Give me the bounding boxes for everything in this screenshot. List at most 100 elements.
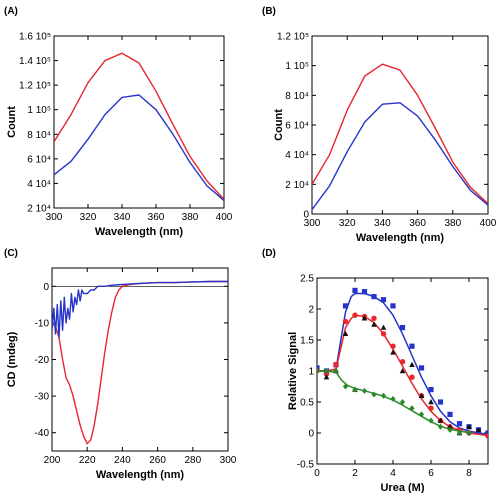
data-point-black (466, 423, 472, 429)
x-axis-title: Wavelength (nm) (95, 226, 184, 238)
plot-area (317, 287, 488, 439)
panel-label: (C) (4, 248, 18, 259)
data-point-blue (390, 303, 396, 309)
panel-a: (A) 300 320 340 360 380 400 2 10⁴ 4 10⁴ 6 10⁴ 8 10… (4, 6, 233, 238)
data-point-red (371, 315, 377, 321)
panel-label: (A) (4, 6, 18, 17)
x-tick-label: 8 (466, 468, 472, 479)
x-tick-label: 6 (428, 468, 434, 479)
data-point-green (456, 430, 463, 436)
data-point-green (371, 391, 377, 398)
y-tick-label: 0.5 (300, 398, 314, 409)
data-point-green (317, 368, 320, 374)
x-axis-title: Wavelength (nm) (96, 469, 185, 481)
data-point-green (418, 411, 425, 418)
x-tick-label: 340 (374, 218, 391, 229)
x-tick-label: 320 (80, 212, 97, 223)
x-tick-label: 400 (216, 212, 233, 223)
data-point-blue (399, 325, 406, 331)
data-point-black (475, 426, 482, 433)
data-point-blue (352, 287, 358, 293)
data-point-blue (317, 365, 320, 371)
data-point-red (380, 331, 387, 337)
x-tick-label: 220 (79, 455, 96, 466)
series-line-red (52, 280, 228, 445)
x-tick-label: 300 (46, 212, 63, 223)
data-point-red (390, 343, 396, 349)
data-point-blue (437, 399, 444, 405)
y-tick-label: 0 (43, 282, 49, 293)
data-point-red (428, 405, 434, 411)
y-tick-label: -30 (35, 392, 50, 403)
data-point-black (323, 374, 330, 380)
data-point-black (371, 321, 377, 327)
y-tick-label: 1.2 10⁵ (277, 32, 309, 43)
x-tick-label: 2 (352, 468, 358, 479)
data-point-green (361, 387, 368, 394)
y-tick-label: 0 (308, 429, 314, 440)
data-point-blue (371, 294, 377, 300)
plot-area (52, 280, 228, 445)
series-line-blue (312, 102, 488, 211)
data-point-black (399, 368, 406, 374)
plot-frame (53, 35, 225, 209)
y-tick-label: 4 10⁴ (285, 150, 309, 161)
series-line-red (54, 52, 224, 200)
data-point-black (409, 361, 415, 367)
data-point-black (437, 417, 444, 423)
panel-c: (C) 200 220 240 260 280 300 -40 -30 -20 -10 0 Wavele… (4, 248, 237, 481)
data-point-black (361, 315, 368, 321)
data-point-black (342, 330, 349, 336)
data-point-blue (342, 303, 349, 309)
y-tick-label: 1 10⁵ (27, 105, 51, 116)
data-point-black (380, 324, 387, 330)
x-tick-label: 400 (480, 218, 497, 229)
data-point-green (323, 368, 330, 374)
x-tick-label: 320 (339, 218, 356, 229)
x-tick-label: 200 (44, 455, 61, 466)
data-point-blue (380, 297, 387, 303)
x-tick-label: 300 (304, 218, 321, 229)
x-tick-label: 380 (444, 218, 461, 229)
y-tick-label: 6 10⁴ (285, 121, 309, 132)
y-tick-label: 1.4 10⁵ (19, 56, 51, 67)
y-tick-label: 1 (308, 367, 314, 378)
y-tick-label: -10 (35, 318, 50, 329)
x-tick-label: 380 (182, 212, 199, 223)
data-point-blue (485, 430, 488, 436)
data-point-green (342, 383, 349, 390)
x-tick-label: 360 (409, 218, 426, 229)
y-tick-label: 2 10⁴ (27, 204, 51, 215)
y-tick-label: 2 10⁴ (285, 180, 309, 191)
data-point-black (390, 349, 396, 355)
x-tick-label: 280 (184, 455, 201, 466)
data-point-green (466, 430, 472, 436)
x-tick-label: 300 (220, 455, 237, 466)
y-tick-label: -20 (35, 355, 50, 366)
y-tick-label: -40 (35, 428, 50, 439)
data-point-black (418, 392, 425, 398)
data-point-green (447, 426, 453, 433)
plot-frame (311, 35, 489, 215)
data-point-red (323, 371, 330, 377)
series-line-red (312, 63, 488, 205)
y-tick-label: 6 10⁴ (27, 154, 51, 165)
plot-area (312, 63, 488, 211)
data-point-blue (428, 387, 434, 393)
y-axis-title: Count (273, 109, 285, 141)
panel-b: (B) 300 320 340 360 380 400 0 2 10⁴ 4 10⁴ 6 10⁴ 8 1… (262, 6, 497, 244)
data-point-green (399, 399, 406, 405)
data-point-green (409, 405, 415, 412)
data-point-blue (409, 343, 415, 349)
y-tick-label: 8 10⁴ (285, 91, 309, 102)
data-point-red (399, 359, 406, 365)
y-tick-label: 2 (308, 305, 314, 316)
data-point-red (352, 312, 358, 318)
data-point-green (428, 417, 434, 424)
data-point-blue (361, 289, 368, 295)
y-tick-label: 1 10⁵ (285, 61, 309, 72)
data-point-black (447, 423, 453, 429)
y-tick-label: -0.5 (297, 460, 315, 471)
